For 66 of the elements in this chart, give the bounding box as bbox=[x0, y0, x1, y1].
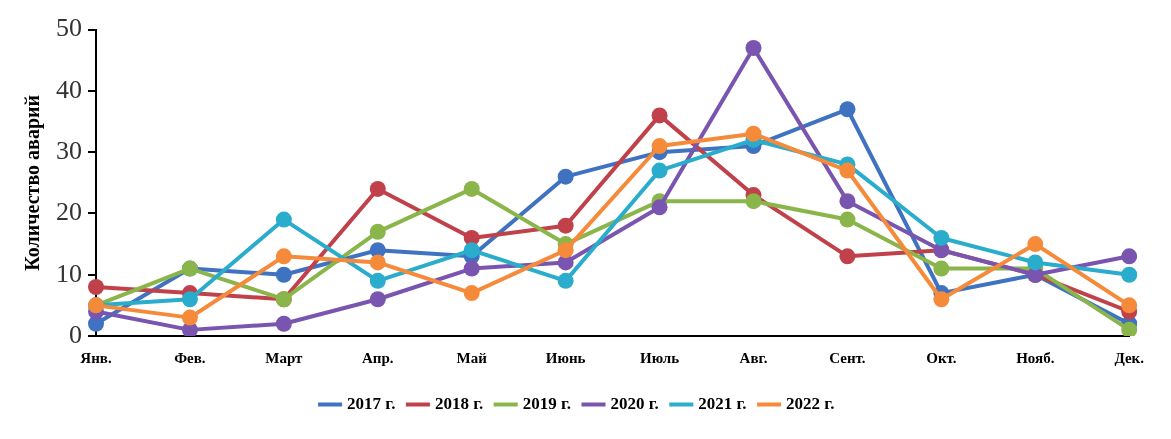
x-tick-label: Май bbox=[456, 349, 488, 366]
point bbox=[463, 180, 480, 197]
point bbox=[275, 211, 292, 228]
point bbox=[557, 272, 574, 289]
y-tick-label: 10 bbox=[56, 258, 82, 288]
point bbox=[933, 229, 950, 246]
legend-label: 2018 г. bbox=[434, 393, 484, 413]
point bbox=[839, 248, 856, 265]
point bbox=[275, 315, 292, 332]
point bbox=[651, 107, 668, 124]
x-tick-label: Дек. bbox=[1114, 349, 1145, 366]
y-tick-label: 50 bbox=[56, 13, 82, 43]
point bbox=[369, 272, 386, 289]
point bbox=[1121, 321, 1138, 336]
y-tick-label: 20 bbox=[56, 197, 82, 227]
point bbox=[651, 199, 668, 216]
x-tick-label: Март bbox=[265, 349, 304, 366]
point bbox=[1121, 248, 1138, 265]
point bbox=[933, 291, 950, 308]
point bbox=[839, 162, 856, 179]
point bbox=[1027, 254, 1044, 271]
point bbox=[839, 193, 856, 210]
point bbox=[275, 266, 292, 283]
point bbox=[181, 291, 198, 308]
point bbox=[839, 211, 856, 228]
x-tick-label: Сент. bbox=[829, 349, 866, 366]
point bbox=[369, 180, 386, 197]
x-tick-label: Авг. bbox=[739, 349, 768, 366]
x-tick-label: Июнь bbox=[545, 349, 586, 366]
point bbox=[369, 223, 386, 240]
x-tick-label: Нояб. bbox=[1016, 349, 1055, 366]
point bbox=[933, 260, 950, 277]
point bbox=[557, 217, 574, 234]
legend-label: 2021 г. bbox=[698, 393, 747, 413]
y-axis-title: Количество аварий bbox=[21, 94, 45, 271]
x-tick-label: Июль bbox=[640, 349, 680, 366]
x-tick-label: Янв. bbox=[80, 349, 112, 366]
point bbox=[181, 309, 198, 326]
x-tick-label: Апр. bbox=[362, 349, 394, 366]
point bbox=[463, 285, 480, 302]
legend-label: 2019 г. bbox=[522, 393, 572, 413]
point bbox=[275, 248, 292, 265]
point bbox=[463, 242, 480, 259]
y-tick-label: 40 bbox=[56, 74, 82, 104]
point bbox=[745, 125, 762, 142]
point bbox=[463, 260, 480, 277]
point bbox=[88, 278, 104, 295]
legend-label: 2022 г. bbox=[786, 393, 835, 413]
point bbox=[651, 138, 668, 155]
point bbox=[745, 193, 762, 210]
point bbox=[1121, 266, 1138, 283]
point bbox=[1121, 297, 1138, 314]
y-tick-label: 0 bbox=[69, 319, 82, 349]
y-tick-label: 30 bbox=[56, 135, 82, 165]
point bbox=[839, 101, 856, 118]
point bbox=[651, 162, 668, 179]
point bbox=[369, 254, 386, 271]
point bbox=[745, 39, 762, 56]
x-tick-label: Окт. bbox=[926, 349, 957, 366]
legend-label: 2017 г. bbox=[347, 393, 396, 413]
point bbox=[557, 242, 574, 259]
point bbox=[557, 168, 574, 185]
legend-label: 2020 г. bbox=[610, 393, 659, 413]
x-tick-label: Фев. bbox=[174, 349, 206, 366]
point bbox=[1027, 236, 1044, 253]
point bbox=[369, 291, 386, 308]
